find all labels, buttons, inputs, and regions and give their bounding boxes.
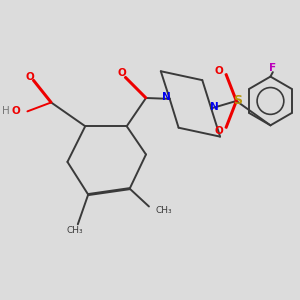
Text: F: F bbox=[269, 63, 276, 73]
Text: CH₃: CH₃ bbox=[155, 206, 172, 215]
Text: S: S bbox=[233, 94, 242, 107]
Text: O: O bbox=[12, 106, 20, 116]
Text: N: N bbox=[210, 102, 219, 112]
Text: O: O bbox=[118, 68, 127, 78]
Text: O: O bbox=[214, 126, 223, 136]
Text: O: O bbox=[214, 66, 223, 76]
Text: H: H bbox=[2, 106, 10, 116]
Text: O: O bbox=[26, 72, 34, 82]
Text: N: N bbox=[162, 92, 170, 102]
Text: CH₃: CH₃ bbox=[67, 226, 83, 235]
